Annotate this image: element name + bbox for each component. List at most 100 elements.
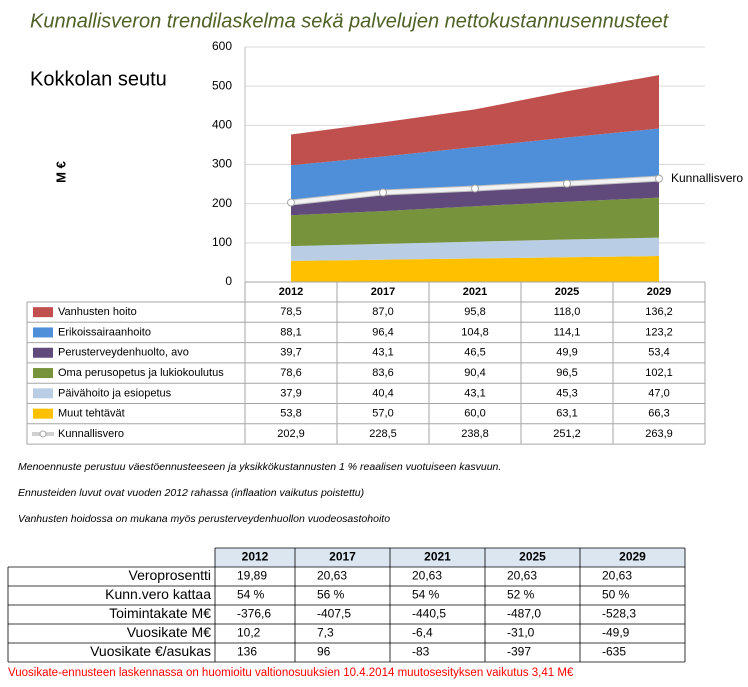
legend-label: Perusterveydenhuolto, avo xyxy=(58,347,189,359)
table-value: 87,0 xyxy=(372,306,393,318)
table-value: 49,9 xyxy=(556,347,577,359)
y-tick-label: 0 xyxy=(225,274,232,288)
table-value: 78,5 xyxy=(280,306,301,318)
legend-key-marker xyxy=(39,430,47,438)
table-cell: 20,63 xyxy=(602,569,632,583)
legend-key xyxy=(33,408,53,419)
legend-key xyxy=(33,368,53,379)
table-cell: -635 xyxy=(602,645,626,659)
table-cell: 136 xyxy=(237,645,257,659)
y-axis-label: M € xyxy=(53,161,68,183)
table-value: 123,2 xyxy=(645,326,673,338)
table-header: 2012 xyxy=(242,550,269,564)
line-marker xyxy=(655,174,663,183)
legend-label: Erikoissairaanhoito xyxy=(58,326,151,338)
line-marker xyxy=(471,184,479,193)
table-value: 202,9 xyxy=(277,428,305,440)
x-tick-label: 2021 xyxy=(463,286,487,298)
table-header: 2029 xyxy=(619,550,646,564)
table-cell: -83 xyxy=(412,645,430,659)
area xyxy=(291,197,659,247)
table-value: 251,2 xyxy=(553,428,581,440)
table-value: 46,5 xyxy=(464,347,485,359)
row-label: Kunn.vero kattaa xyxy=(105,586,211,602)
table-cell: -397 xyxy=(507,645,531,659)
table-value: 53,8 xyxy=(280,408,301,420)
area xyxy=(291,75,659,166)
table-header: 2021 xyxy=(424,550,451,564)
table-value: 114,1 xyxy=(554,326,581,338)
table-value: 40,4 xyxy=(372,387,393,399)
table-value: 47,0 xyxy=(648,387,669,399)
table-cell: -49,9 xyxy=(602,626,630,640)
legend-label: Vanhusten hoito xyxy=(58,306,137,318)
table-value: 66,3 xyxy=(648,408,669,420)
y-tick-label: 300 xyxy=(212,157,232,171)
line-label: Kunnallisvero xyxy=(671,171,743,185)
table-cell: 50 % xyxy=(602,588,630,602)
table-cell: -6,4 xyxy=(412,626,433,640)
table-cell: 19,89 xyxy=(237,569,267,583)
footnote: Vuosikate-ennusteen laskennassa on huomi… xyxy=(8,667,574,679)
table-value: 53,4 xyxy=(648,347,669,359)
table-value: 39,7 xyxy=(280,347,301,359)
table-value: 43,1 xyxy=(464,387,485,399)
table-cell: -31,0 xyxy=(507,626,535,640)
table-cell: 52 % xyxy=(507,588,535,602)
table-cell: 54 % xyxy=(237,588,265,602)
table-value: 118,0 xyxy=(554,306,581,318)
table-value: 88,1 xyxy=(280,326,301,338)
row-label: Toimintakate M€ xyxy=(109,605,211,621)
table-header: 2017 xyxy=(329,550,356,564)
table-cell: -487,0 xyxy=(507,607,541,621)
table-header-bg xyxy=(215,548,685,567)
y-tick-label: 200 xyxy=(212,196,232,210)
table-value: 83,6 xyxy=(372,367,393,379)
table-value: 228,5 xyxy=(369,428,397,440)
table-cell: -528,3 xyxy=(602,607,636,621)
row-label: Vuosikate €/asukas xyxy=(90,643,211,659)
note: Vanhusten hoidossa on mukana myös perust… xyxy=(18,513,390,525)
legend-label: Kunnallisvero xyxy=(58,428,124,440)
note: Ennusteiden luvut ovat vuoden 2012 rahas… xyxy=(18,487,364,499)
area xyxy=(291,237,659,261)
table-value: 78,6 xyxy=(280,367,301,379)
y-tick-label: 400 xyxy=(212,118,232,132)
legend-label: Muut tehtävät xyxy=(58,408,125,420)
table-value: 43,1 xyxy=(372,347,393,359)
y-tick-label: 500 xyxy=(212,78,232,92)
table-value: 45,3 xyxy=(556,387,577,399)
table-cell: 96 xyxy=(317,645,331,659)
y-tick-label: 100 xyxy=(212,235,232,249)
line-marker xyxy=(287,198,295,207)
table-cell: 7,3 xyxy=(317,626,334,640)
table-value: 37,9 xyxy=(280,387,301,399)
note: Menoennuste perustuu väestöennusteeseen … xyxy=(18,461,501,473)
table-cell: 54 % xyxy=(412,588,440,602)
table-cell: 20,63 xyxy=(507,569,537,583)
table-cell: -376,6 xyxy=(237,607,271,621)
area xyxy=(291,256,659,282)
table-value: 63,1 xyxy=(556,408,577,420)
table-cell: -440,5 xyxy=(412,607,446,621)
table-value: 96,5 xyxy=(556,367,577,379)
table-value: 238,8 xyxy=(461,428,489,440)
table-header: 2025 xyxy=(519,550,546,564)
legend-key xyxy=(33,347,53,358)
table-value: 95,8 xyxy=(464,306,485,318)
table-value: 136,2 xyxy=(645,306,673,318)
line-marker xyxy=(563,179,571,188)
x-tick-label: 2017 xyxy=(371,286,395,298)
legend-label: Oma perusopetus ja lukiokoulutus xyxy=(58,367,224,379)
table-value: 90,4 xyxy=(464,367,485,379)
table-cell: 20,63 xyxy=(412,569,442,583)
chart-title: Kunnallisveron trendilaskelma sekä palve… xyxy=(30,10,670,32)
table-cell: -407,5 xyxy=(317,607,351,621)
legend-key xyxy=(33,388,53,399)
x-tick-label: 2012 xyxy=(279,286,303,298)
y-tick-label: 600 xyxy=(212,39,232,53)
table-cell: 10,2 xyxy=(237,626,261,640)
legend-key xyxy=(33,327,53,338)
table-cell: 56 % xyxy=(317,588,345,602)
